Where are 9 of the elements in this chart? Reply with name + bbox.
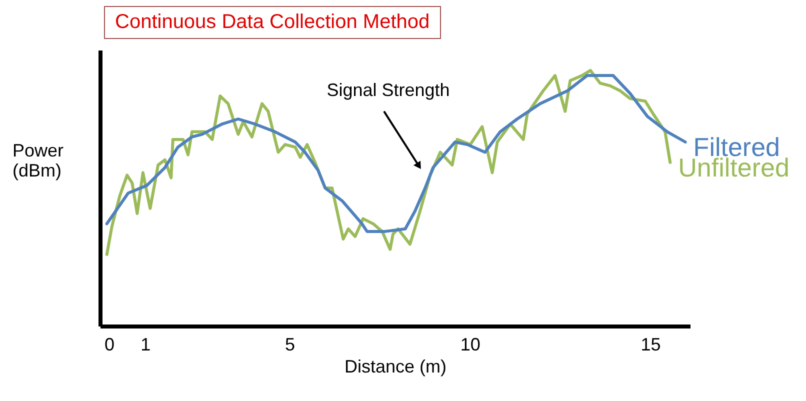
x-axis-title: Distance (m): [344, 356, 447, 376]
x-tick-label: 5: [284, 334, 295, 354]
y-axis-title: Power (dBm): [12, 140, 64, 180]
x-tick-label: 15: [640, 334, 661, 354]
x-tick-label: 0: [104, 334, 115, 354]
x-tick-label: 10: [460, 334, 480, 354]
annotation: Signal Strength: [326, 80, 450, 100]
x-tick-label: 1: [140, 334, 151, 354]
chart-title: Continuous Data Collection Method: [104, 6, 441, 39]
